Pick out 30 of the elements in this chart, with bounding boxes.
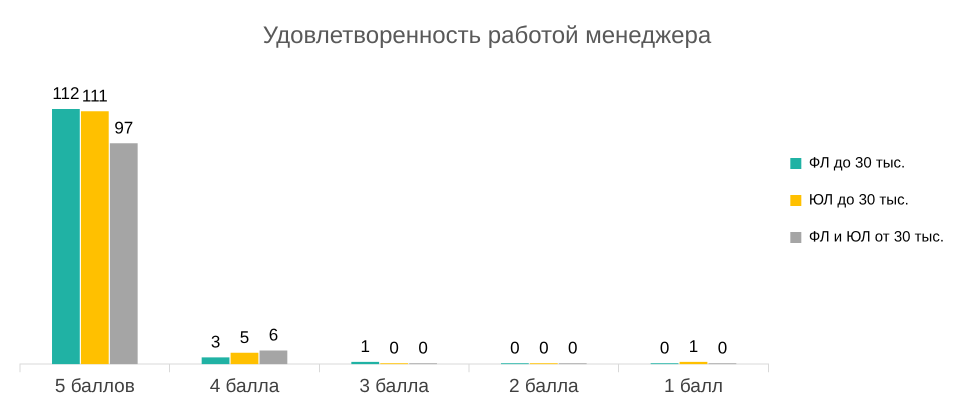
data-label: 97 [114, 118, 134, 138]
data-label: 5 [240, 328, 250, 347]
bar [230, 352, 258, 364]
data-label: 0 [539, 338, 549, 358]
x-tick-label: 3 балла [359, 376, 430, 397]
x-tick-label: 4 балла [210, 376, 280, 397]
data-label: 1 [360, 337, 370, 356]
data-label: 0 [418, 338, 428, 358]
data-label: 0 [718, 338, 728, 358]
chart-title: Удовлетворенность работой менеджера [262, 22, 712, 50]
bar [202, 357, 230, 364]
legend-label: ФЛ до 30 тыс. [808, 154, 906, 172]
x-tick-label: 2 балла [509, 376, 580, 397]
bar [80, 111, 109, 364]
data-label: 112 [52, 84, 80, 104]
data-label: 3 [210, 332, 220, 352]
data-label: 0 [568, 338, 578, 358]
data-label: 6 [268, 326, 278, 345]
data-label: 0 [660, 338, 670, 358]
bar [52, 109, 80, 364]
bar [260, 350, 288, 364]
data-label: 0 [510, 338, 520, 358]
data-label: 111 [82, 86, 108, 106]
data-label: 1 [688, 337, 698, 356]
x-tick-label: 1 балл [664, 376, 724, 397]
data-label: 0 [389, 338, 399, 358]
legend-label: ФЛ и ЮЛ от 30 тыс. [808, 228, 944, 246]
legend-label: ЮЛ до 30 тыс. [808, 192, 909, 209]
x-tick-label: 5 баллов [54, 376, 135, 397]
bar [110, 143, 138, 364]
